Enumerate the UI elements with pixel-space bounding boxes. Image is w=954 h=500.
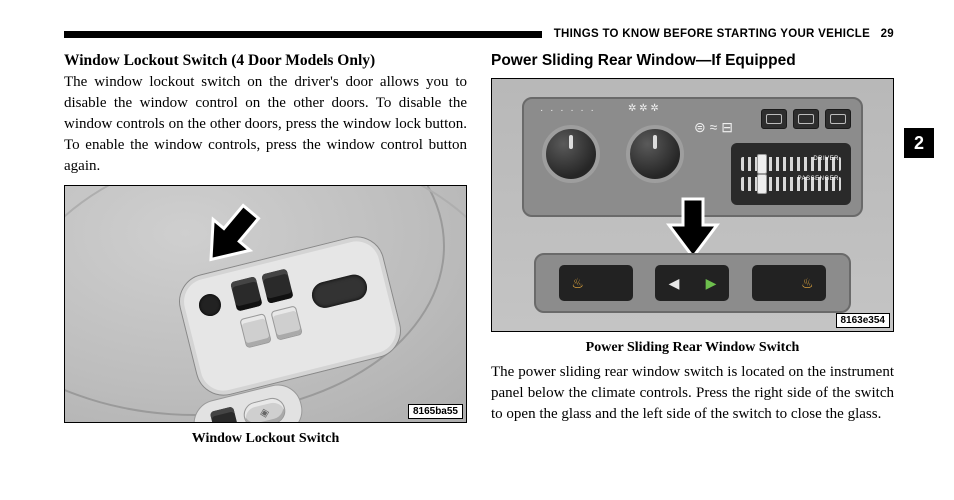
driver-slider-label: DRIVER: [813, 156, 839, 162]
window-lock-button-icon: [239, 313, 271, 348]
header-rule: [64, 31, 542, 38]
heated-seat-icon: ♨: [801, 275, 814, 292]
driver-temp-slider-icon: DRIVER: [741, 157, 841, 171]
figure-rear-window-switch: · · · · · · ✲ ✲ ✲ ⊜ ≈ ⊟ DRIVER: [491, 78, 894, 332]
passenger-slider-label: PASSENGER: [798, 176, 839, 182]
door-panel-illustration: ◈: [65, 186, 466, 422]
running-head: THINGS TO KNOW BEFORE STARTING YOUR VEHI…: [554, 28, 894, 40]
running-head-text: THINGS TO KNOW BEFORE STARTING YOUR VEHI…: [554, 28, 870, 40]
slider-thumb-icon: [757, 174, 767, 194]
pointer-arrow-icon: [662, 195, 724, 261]
temperature-slider-panel: DRIVER PASSENGER: [731, 143, 851, 205]
left-column: Window Lockout Switch (4 Door Models Onl…: [64, 52, 467, 447]
seat-icon: ◈: [258, 404, 271, 421]
window-switch-icon: [270, 305, 302, 340]
right-figure-caption: Power Sliding Rear Window Switch: [491, 340, 894, 356]
figure-id-label: 8165ba55: [408, 404, 463, 419]
right-section-title: Power Sliding Rear Window—If Equipped: [491, 52, 894, 70]
left-figure-caption: Window Lockout Switch: [64, 431, 467, 447]
page-number: 29: [881, 28, 894, 40]
climate-panel-illustration: · · · · · · ✲ ✲ ✲ ⊜ ≈ ⊟ DRIVER: [492, 79, 893, 331]
fan-speed-knob-icon: [626, 125, 684, 183]
window-open-icon: ▶: [706, 275, 717, 292]
section-tab-number: 2: [914, 133, 924, 154]
climate-control-lower: ♨ ◀ ▶ ♨: [534, 253, 851, 313]
content-columns: Window Lockout Switch (4 Door Models Onl…: [64, 52, 894, 447]
mode-icons: ⊜ ≈ ⊟: [694, 119, 733, 136]
left-body-text: The window lockout switch on the driver'…: [64, 72, 467, 177]
passenger-temp-slider-icon: PASSENGER: [741, 177, 841, 191]
rear-defrost-button-icon: [825, 109, 851, 129]
aux-switch-icon: [210, 406, 240, 423]
right-body-text: The power sliding rear window switch is …: [491, 362, 894, 425]
figure-id-label: 8163e354: [836, 313, 891, 328]
window-switch-row-bottom: [239, 305, 303, 348]
slider-thumb-icon: [757, 154, 767, 174]
right-column: Power Sliding Rear Window—If Equipped · …: [491, 52, 894, 447]
fan-scale-icon: ✲ ✲ ✲: [628, 103, 659, 114]
mirror-adjust-knob-icon: [197, 292, 224, 319]
left-section-title: Window Lockout Switch (4 Door Models Onl…: [64, 52, 467, 70]
page-header: THINGS TO KNOW BEFORE STARTING YOUR VEHI…: [64, 28, 894, 40]
rear-window-switch: ◀ ▶: [655, 265, 729, 301]
temperature-knob-icon: [542, 125, 600, 183]
heated-seat-icon: ♨: [571, 275, 584, 292]
window-switch-icon: [230, 276, 262, 311]
heated-seat-left-switch: ♨: [559, 265, 633, 301]
aux-rocker-icon: ◈: [241, 395, 288, 423]
recirc-button-icon: [793, 109, 819, 129]
temp-scale-icon: · · · · · ·: [540, 105, 596, 116]
heated-seat-right-switch: ♨: [752, 265, 826, 301]
figure-window-lockout: ◈ 8165ba55: [64, 185, 467, 423]
door-lock-switch-icon: [309, 272, 370, 311]
ac-button-icon: [761, 109, 787, 129]
defrost-button-row: [761, 109, 851, 129]
section-tab: 2: [904, 128, 934, 158]
pointer-arrow-icon: [189, 198, 269, 278]
window-close-icon: ◀: [669, 275, 680, 292]
